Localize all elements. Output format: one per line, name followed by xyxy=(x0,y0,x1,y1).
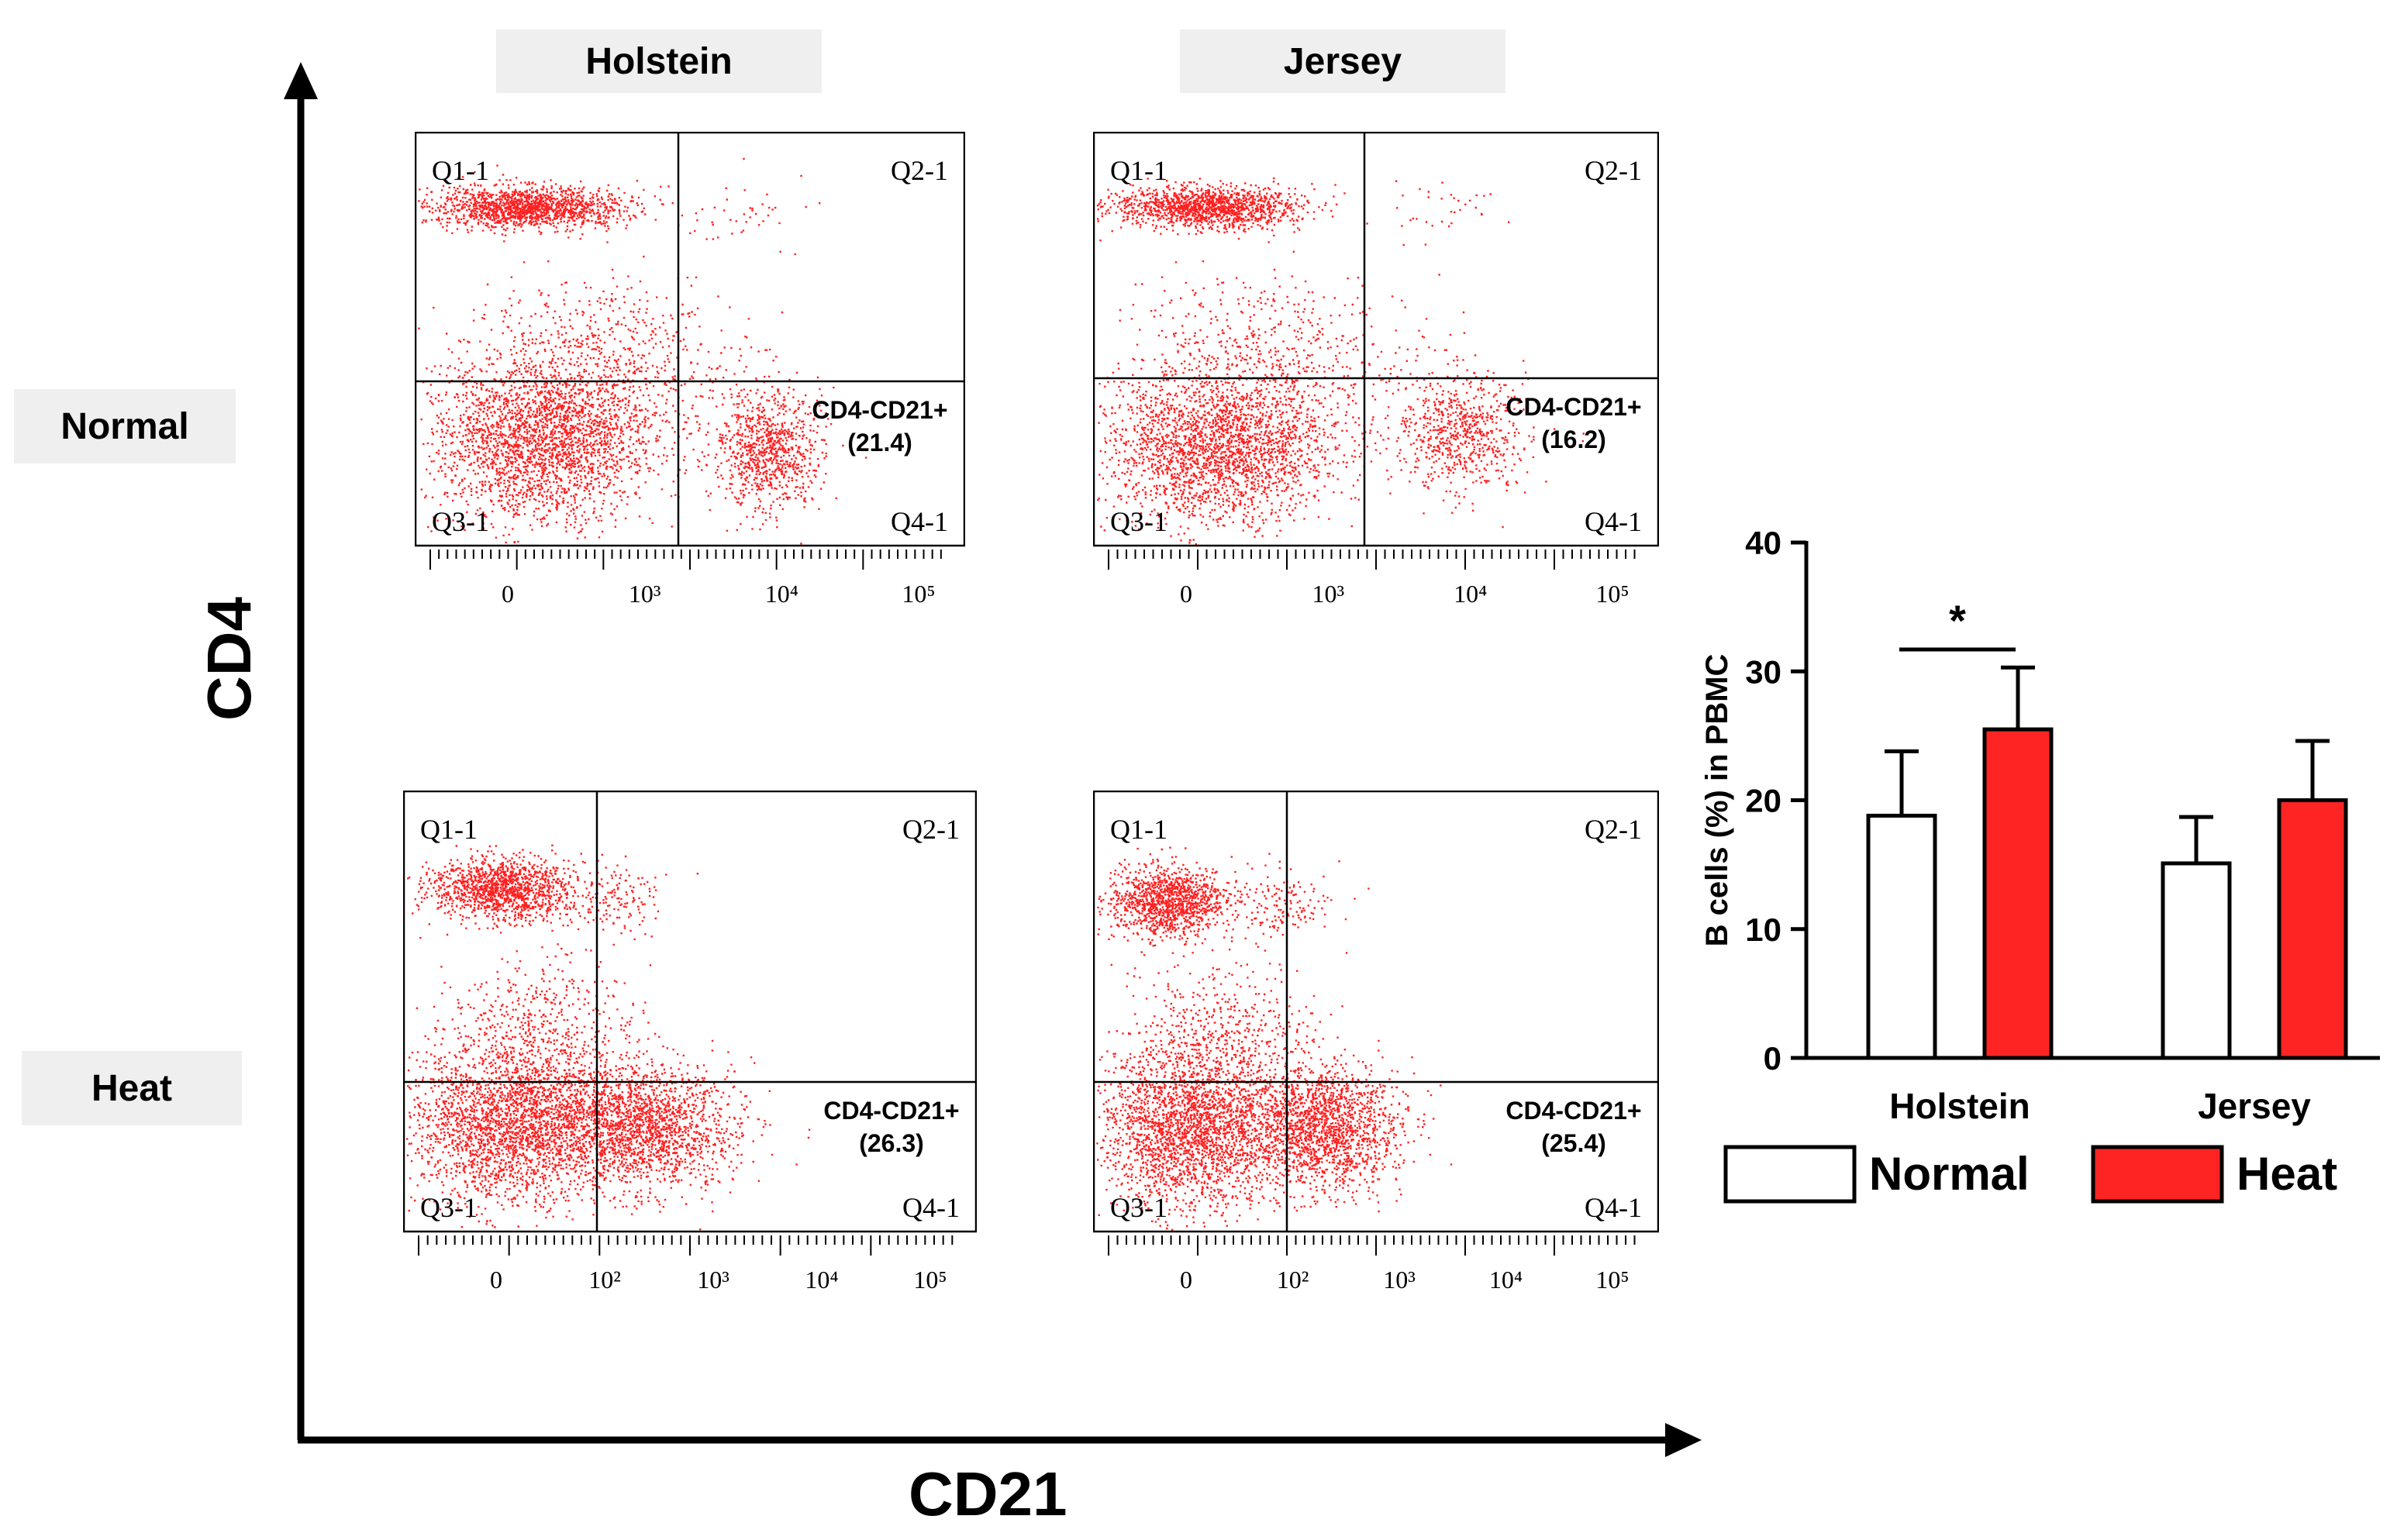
quadrant-label-q1-1: Q1-1 xyxy=(1110,814,1167,845)
legend-swatch-heat xyxy=(2091,1145,2224,1204)
error-bar xyxy=(2001,665,2035,730)
error-bar xyxy=(1885,749,1919,816)
gate-percentage: (25.4) xyxy=(1541,1129,1606,1157)
x-tick-label: 10⁵ xyxy=(913,1266,947,1294)
x-tick-label: 10⁴ xyxy=(1489,1266,1523,1294)
legend-label-heat: Heat xyxy=(2237,1148,2337,1200)
flow-plot-holstein-heat: Q1-1 Q2-1 Q3-1 Q4-1 CD4-CD21+ (26.3) 0 10² 10³ 10… xyxy=(403,791,977,1294)
plot-frame xyxy=(403,791,977,1233)
legend-label-normal: Normal xyxy=(1869,1148,2030,1200)
x-tick-label: 10⁵ xyxy=(1595,1266,1629,1294)
event-dots xyxy=(1096,177,1585,546)
y-tick-label: 0 xyxy=(1764,1040,1781,1077)
y-tick-label: 30 xyxy=(1745,653,1781,690)
y-tick-label: 10 xyxy=(1745,911,1781,948)
quadrant-label-q2-1: Q2-1 xyxy=(1585,155,1642,186)
quadrant-label-q3-1: Q3-1 xyxy=(432,506,489,537)
x-tick-label: 10⁵ xyxy=(1595,580,1629,608)
col-header-holstein: Holstein xyxy=(496,29,822,93)
x-tick-label: 10³ xyxy=(629,580,661,608)
x-tick-label: 0 xyxy=(502,580,514,608)
x-tick-label: 10³ xyxy=(1312,580,1345,608)
y-tick-label: 40 xyxy=(1745,525,1781,561)
error-bar xyxy=(2295,739,2330,801)
gate-label: CD4-CD21+ xyxy=(1505,393,1641,421)
flow-plot-holstein-normal: Q1-1 Q2-1 Q3-1 Q4-1 CD4-CD21+ (21.4) 0 10³ 10⁴ 10… xyxy=(415,132,965,608)
error-bar xyxy=(2179,815,2213,863)
x-category-label: Holstein xyxy=(1889,1086,2030,1126)
x-tick-label: 10⁴ xyxy=(805,1266,838,1294)
quadrant-label-q4-1: Q4-1 xyxy=(891,506,948,537)
x-tick-label: 0 xyxy=(1180,580,1192,608)
quadrant-label-q1-1: Q1-1 xyxy=(432,155,489,186)
y-axis-title-cd4: CD4 xyxy=(195,596,264,721)
gate-label: CD4-CD21+ xyxy=(812,396,947,424)
quadrant-label-q3-1: Q3-1 xyxy=(420,1192,478,1223)
quadrant-label-q4-1: Q4-1 xyxy=(1585,1192,1642,1223)
x-category-label: Jersey xyxy=(2198,1086,2311,1126)
bar-jersey-heat xyxy=(2277,798,2348,1060)
gate-percentage: (26.3) xyxy=(859,1129,924,1157)
x-axis-title-cd21: CD21 xyxy=(909,1459,1067,1528)
row-header-heat: Heat xyxy=(22,1051,242,1125)
col-header-jersey: Jersey xyxy=(1180,29,1505,93)
plot-frame xyxy=(415,132,965,547)
x-tick-label: 10² xyxy=(1277,1266,1309,1294)
quadrant-label-q2-1: Q2-1 xyxy=(1585,814,1642,845)
quadrant-label-q2-1: Q2-1 xyxy=(902,814,960,845)
quadrant-label-q3-1: Q3-1 xyxy=(1110,506,1167,537)
bar-holstein-heat xyxy=(1982,727,2054,1060)
y-axis-label: B cells (%) in PBMC xyxy=(1700,654,1734,947)
gate-percentage: (21.4) xyxy=(847,429,912,456)
event-dots xyxy=(1096,846,1453,1232)
quadrant-label-q4-1: Q4-1 xyxy=(1585,506,1642,537)
x-tick-label: 10⁵ xyxy=(902,580,935,608)
quadrant-label-q4-1: Q4-1 xyxy=(902,1192,960,1223)
bar-chart: 0 10 20 30 40 B cells (%) in PBMC Holstein Jers… xyxy=(1700,525,2380,1204)
x-tick-label: 0 xyxy=(1180,1266,1192,1294)
x-tick-label: 10³ xyxy=(697,1266,729,1294)
gate-label: CD4-CD21+ xyxy=(1505,1097,1641,1125)
legend-swatch-normal xyxy=(1723,1145,1857,1204)
quadrant-label-q3-1: Q3-1 xyxy=(1110,1192,1167,1223)
x-tick-label: 10² xyxy=(588,1266,621,1294)
quadrant-label-q1-1: Q1-1 xyxy=(420,814,478,845)
significance-star: * xyxy=(1949,596,1966,645)
bar-jersey-normal xyxy=(2161,861,2232,1060)
gate-percentage: (16.2) xyxy=(1541,425,1606,453)
x-tick-label: 10⁴ xyxy=(1454,580,1487,608)
row-header-normal: Normal xyxy=(14,389,236,463)
event-dots xyxy=(406,844,811,1231)
plot-frame xyxy=(1093,791,1659,1233)
bar-holstein-normal xyxy=(1866,813,1937,1060)
y-tick-label: 20 xyxy=(1745,783,1781,819)
quadrant-label-q1-1: Q1-1 xyxy=(1110,155,1167,186)
flow-plot-jersey-normal: Q1-1 Q2-1 Q3-1 Q4-1 CD4-CD21+ (16.2) 0 10³ 10⁴ 10… xyxy=(1093,132,1659,608)
x-tick-label: 10⁴ xyxy=(765,580,798,608)
flow-plot-jersey-heat: Q1-1 Q2-1 Q3-1 Q4-1 CD4-CD21+ (25.4) 0 10² 10³ 10… xyxy=(1093,791,1659,1294)
plot-frame xyxy=(1093,132,1659,547)
x-tick-label: 10³ xyxy=(1383,1266,1416,1294)
quadrant-label-q2-1: Q2-1 xyxy=(891,155,948,186)
gate-label: CD4-CD21+ xyxy=(823,1097,959,1125)
x-tick-label: 0 xyxy=(490,1266,502,1294)
event-dots xyxy=(418,157,867,545)
